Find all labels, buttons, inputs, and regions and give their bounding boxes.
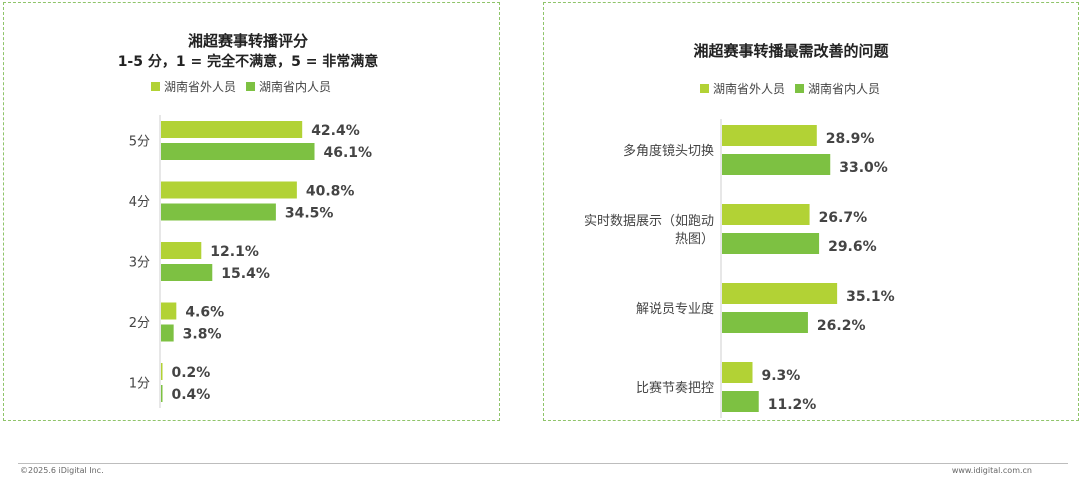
legend-swatch-outside — [700, 84, 709, 93]
bar-value-label: 15.4% — [221, 266, 270, 282]
bar-inside — [722, 312, 808, 333]
footer-copyright: ©2025.6 iDigital Inc. — [20, 466, 104, 475]
bar-outside — [722, 125, 817, 146]
chart-title: 湘超赛事转播评分 — [188, 32, 308, 50]
bar-inside — [161, 203, 276, 221]
improvement-chart-panel: 湘超赛事转播最需改善的问题湖南省外人员 湖南省内人员多角度镜头切换 28.9% 33.… — [543, 2, 1079, 421]
bar-outside — [722, 362, 753, 383]
category-label: 4分 — [129, 195, 150, 210]
legend-label-inside: 湖南省内人员 — [808, 81, 880, 96]
legend-swatch-inside — [246, 82, 256, 91]
bar-inside — [161, 264, 213, 281]
bar-outside — [161, 181, 297, 199]
bar-value-label: 28.9% — [826, 131, 875, 147]
bar-value-label: 0.2% — [172, 365, 211, 381]
legend-label-outside: 湖南省外人员 — [164, 79, 236, 94]
bar-outside — [161, 121, 303, 138]
category-label: 2分 — [129, 316, 150, 331]
category-label: 热图） — [675, 232, 714, 247]
bar-value-label: 12.1% — [210, 244, 259, 260]
footer-divider — [18, 463, 1068, 464]
bar-outside — [722, 204, 810, 225]
bar-value-label: 42.4% — [311, 123, 360, 139]
bar-value-label: 26.2% — [817, 318, 866, 334]
bar-inside — [161, 385, 163, 402]
chart-title: 湘超赛事转播最需改善的问题 — [693, 42, 889, 60]
bar-outside — [722, 283, 838, 304]
footer-website: www.idigital.com.cn — [951, 466, 1032, 475]
bar-value-label: 40.8% — [306, 184, 355, 200]
bar-value-label: 35.1% — [846, 289, 895, 305]
legend-swatch-inside — [795, 84, 805, 93]
bar-value-label: 46.1% — [324, 145, 373, 161]
category-label: 比赛节奏把控 — [636, 380, 714, 396]
legend-label-outside: 湖南省外人员 — [713, 81, 785, 96]
bar-value-label: 34.5% — [285, 206, 334, 222]
bar-outside — [161, 302, 177, 320]
bar-outside — [161, 363, 163, 380]
bar-inside — [161, 324, 174, 342]
chart-subtitle: 1-5 分，1 = 完全不满意，5 = 非常满意 — [118, 53, 379, 70]
bar-value-label: 33.0% — [839, 160, 888, 176]
legend-label-inside: 湖南省内人员 — [259, 79, 331, 94]
category-label: 3分 — [129, 256, 150, 271]
bar-value-label: 29.6% — [828, 239, 877, 255]
category-label: 实时数据展示（如跑动 — [584, 213, 714, 229]
rating-chart-panel: 湘超赛事转播评分 1-5 分，1 = 完全不满意，5 = 非常满意湖南省外人员 湖南… — [3, 2, 500, 421]
category-label: 多角度镜头切换 — [623, 143, 714, 159]
bar-inside — [161, 143, 315, 160]
bar-outside — [161, 242, 202, 259]
bar-inside — [722, 233, 820, 254]
category-label: 解说员专业度 — [636, 301, 714, 317]
bar-value-label: 3.8% — [183, 327, 222, 343]
category-label: 5分 — [129, 135, 150, 150]
legend-swatch-outside — [151, 82, 160, 91]
bar-inside — [722, 391, 759, 412]
bar-value-label: 4.6% — [185, 305, 224, 321]
bar-value-label: 26.7% — [819, 210, 868, 226]
bar-value-label: 9.3% — [762, 368, 801, 384]
category-label: 1分 — [129, 377, 150, 392]
bar-value-label: 0.4% — [172, 387, 211, 403]
bar-value-label: 11.2% — [768, 397, 817, 413]
bar-inside — [722, 154, 831, 175]
